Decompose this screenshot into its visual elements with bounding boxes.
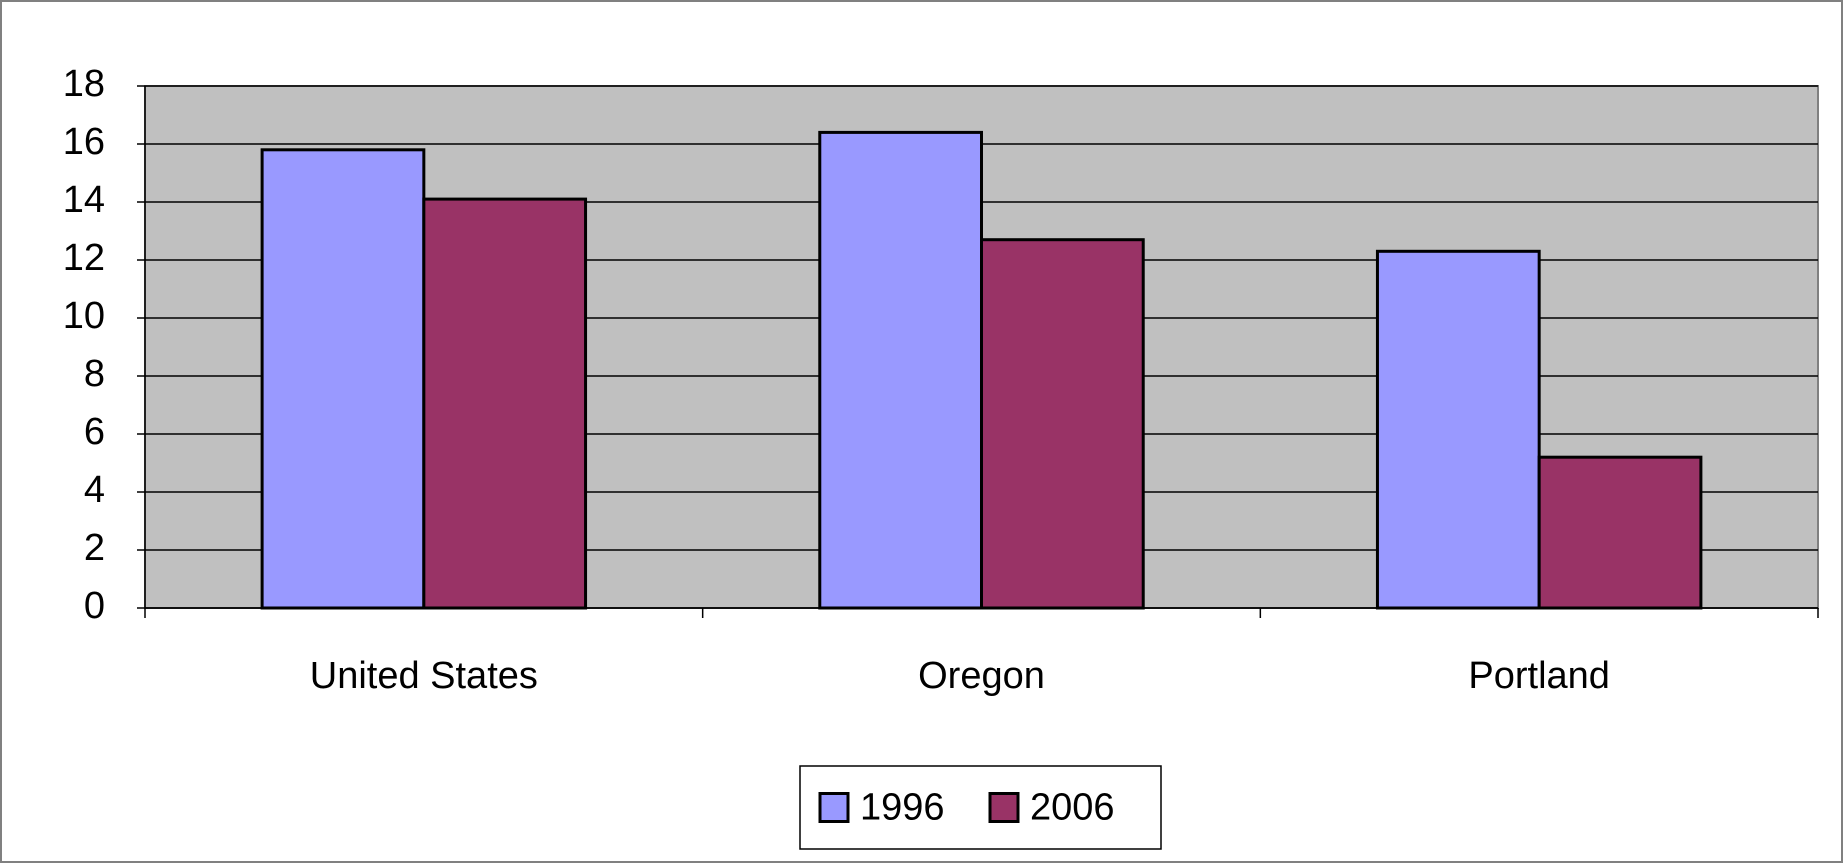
- legend-label: 1996: [860, 787, 945, 829]
- y-tick-label: 18: [63, 63, 105, 105]
- y-tick-label: 0: [84, 585, 105, 627]
- x-tick-label: United States: [310, 655, 538, 697]
- y-tick-label: 10: [63, 295, 105, 337]
- y-tick-label: 4: [84, 469, 105, 511]
- legend-swatch: [818, 792, 850, 823]
- bar: [980, 238, 1145, 610]
- y-tick-label: 16: [63, 121, 105, 163]
- y-tick-label: 12: [63, 237, 105, 279]
- y-tick-label: 14: [63, 179, 105, 221]
- y-tick-label: 6: [84, 411, 105, 453]
- legend-label: 2006: [1030, 787, 1115, 829]
- y-tick-label: 8: [84, 353, 105, 395]
- bar: [422, 197, 588, 610]
- bar: [1537, 455, 1703, 610]
- x-tick-label: Portland: [1468, 655, 1610, 697]
- y-tick-label: 2: [84, 527, 105, 569]
- bar: [260, 148, 426, 610]
- legend-box: [799, 765, 1162, 850]
- bar: [818, 130, 983, 610]
- bar: [1375, 249, 1541, 610]
- legend-swatch: [988, 792, 1020, 823]
- x-tick-label: Oregon: [918, 655, 1045, 697]
